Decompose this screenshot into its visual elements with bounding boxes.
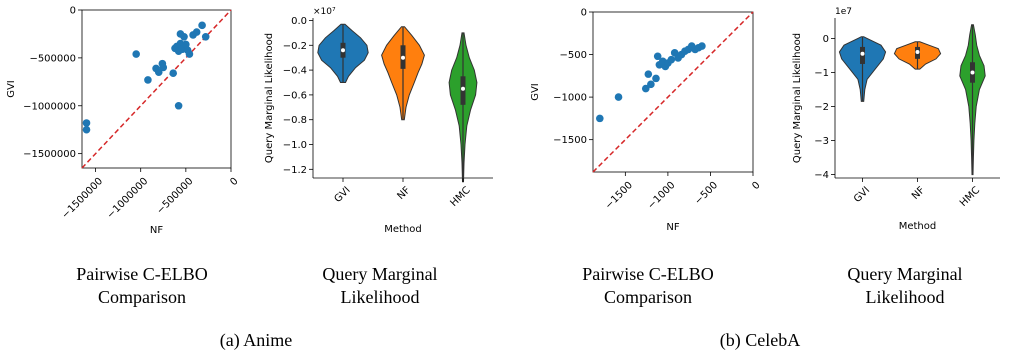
anime-right-caption-line1: Query Marginal [322, 264, 437, 284]
y-tick-label: −1500000 [23, 149, 76, 160]
celeba-left-caption-line1: Pairwise C-ELBO [582, 264, 713, 284]
y-tick-label: −0.6 [283, 90, 307, 101]
scatter-point [174, 101, 183, 110]
celeba-left-caption-line2: Comparison [604, 287, 692, 307]
violin-median-dot [401, 55, 405, 60]
scatter-point [132, 50, 140, 58]
scatter-point [154, 68, 163, 77]
y-tick-label: −500000 [29, 53, 76, 64]
y-tick-label: 0 [823, 34, 829, 45]
y-tick-label: −1000 [553, 93, 587, 104]
y-tick-label: −1 [814, 68, 829, 79]
y-tick-label: −500 [560, 50, 587, 61]
anime-subcaption: (a) Anime [220, 330, 292, 351]
x-tick-label: −1000000 [105, 176, 150, 221]
scatter-point [169, 69, 178, 77]
scatter-point [653, 52, 662, 61]
celeba-right-caption-line1: Query Marginal [847, 264, 962, 284]
scatter-point [596, 114, 604, 123]
anime-violin-plot: GVI NF HMC 0.0 −0.2 −0.4 −0.6 −0.8 −1.0 −1.2 ×10⁷ M… [264, 7, 493, 235]
y-tick-label: −2 [814, 102, 829, 113]
axis-scale-label: ×10⁷ [313, 7, 336, 17]
violin-median-dot [970, 70, 975, 75]
y-tick-label: −1.2 [283, 165, 307, 176]
y-tick-label: −0.2 [283, 41, 307, 52]
y-axis-label: Query Marginal Likelihood [792, 33, 803, 163]
y-tick-label: −3 [814, 136, 829, 147]
y-axis-label: GVI [530, 83, 541, 101]
y-tick-label: −0.8 [283, 115, 307, 126]
y-tick-label: −1000000 [23, 101, 76, 112]
x-tick-label: GVI [332, 185, 352, 205]
x-tick-label: −1500000 [60, 176, 105, 221]
x-tick-label: GVI [852, 185, 872, 205]
celeba-scatter-plot: −1500 −1000 −500 0 0 −500 −1000 −1500 NF GVI [530, 8, 763, 234]
y-tick-label: −0.4 [283, 66, 307, 77]
scatter-point [82, 119, 91, 127]
celeba-violin-plot: GVI NF HMC 0 −1 −2 −3 −4 1e7 Method Query Marginal… [792, 7, 1000, 232]
x-tick-label: 0 [228, 176, 240, 188]
scatter-point [647, 80, 655, 89]
scatter-point [180, 33, 188, 41]
scatter-point [182, 40, 190, 49]
scatter-point [614, 93, 623, 101]
x-tick-label: NF [910, 185, 927, 202]
scatter-point [652, 74, 660, 83]
scatter-point [185, 50, 194, 58]
y-tick-label: −1500 [553, 135, 587, 146]
y-tick-label: 0 [70, 6, 76, 17]
violin-median-dot [860, 51, 865, 56]
celeba-subcaption: (b) CelebA [720, 330, 800, 351]
x-tick-label: −1500 [603, 180, 635, 212]
y-axis-label: Query Marginal Likelihood [264, 33, 275, 163]
scatter-point [698, 42, 706, 50]
y-tick-label: −4 [814, 170, 829, 181]
scatter-point [159, 63, 168, 72]
x-axis-label: Method [384, 224, 422, 235]
violin-median-dot [915, 50, 920, 55]
axes-frame [592, 11, 754, 173]
diagonal-reference-line [81, 9, 232, 169]
y-tick-label: −1.0 [283, 140, 307, 151]
scatter-point [667, 55, 676, 64]
diagonal-reference-line [592, 11, 754, 173]
scatter-point [144, 76, 152, 84]
scatter-point [82, 125, 91, 134]
y-tick-label: 0 [581, 8, 587, 19]
anime-left-caption-line1: Pairwise C-ELBO [76, 264, 207, 284]
x-axis-label: NF [666, 222, 679, 233]
x-axis-label: Method [899, 221, 937, 232]
x-tick-label: −500 [693, 180, 720, 207]
scatter-point [198, 21, 206, 30]
anime-scatter-plot: −1500000 −1000000 −500000 00−500000−1000000… [6, 6, 241, 237]
x-tick-label: 0 [750, 180, 762, 192]
scatter-point [192, 28, 201, 36]
anime-right-caption-line2: Likelihood [341, 287, 420, 307]
scatter-point [641, 84, 650, 93]
scatter-point [644, 70, 653, 78]
y-axis-label: GVI [6, 80, 17, 98]
y-tick-label: 0.0 [291, 16, 307, 27]
x-tick-label: −1000 [646, 180, 678, 212]
violin-median-dot [461, 86, 465, 91]
axis-scale-label: 1e7 [835, 7, 852, 17]
anime-left-caption-line2: Comparison [98, 287, 186, 307]
scatter-point [201, 33, 210, 41]
x-tick-label: HMC [958, 185, 982, 209]
violin-median-dot [341, 48, 345, 53]
celeba-right-caption-line2: Likelihood [866, 287, 945, 307]
x-axis-label: NF [150, 225, 163, 236]
x-tick-label: −500000 [155, 176, 196, 217]
x-tick-label: NF [396, 185, 413, 202]
axes-frame [81, 9, 232, 169]
x-tick-label: HMC [449, 185, 473, 209]
